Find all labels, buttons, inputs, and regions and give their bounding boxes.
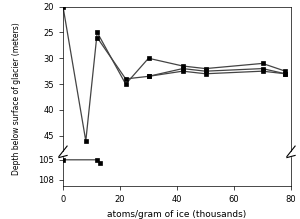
Text: Depth below surface of glacier (meters): Depth below surface of glacier (meters) — [12, 22, 21, 175]
X-axis label: atoms/gram of ice (thousands): atoms/gram of ice (thousands) — [107, 210, 247, 219]
